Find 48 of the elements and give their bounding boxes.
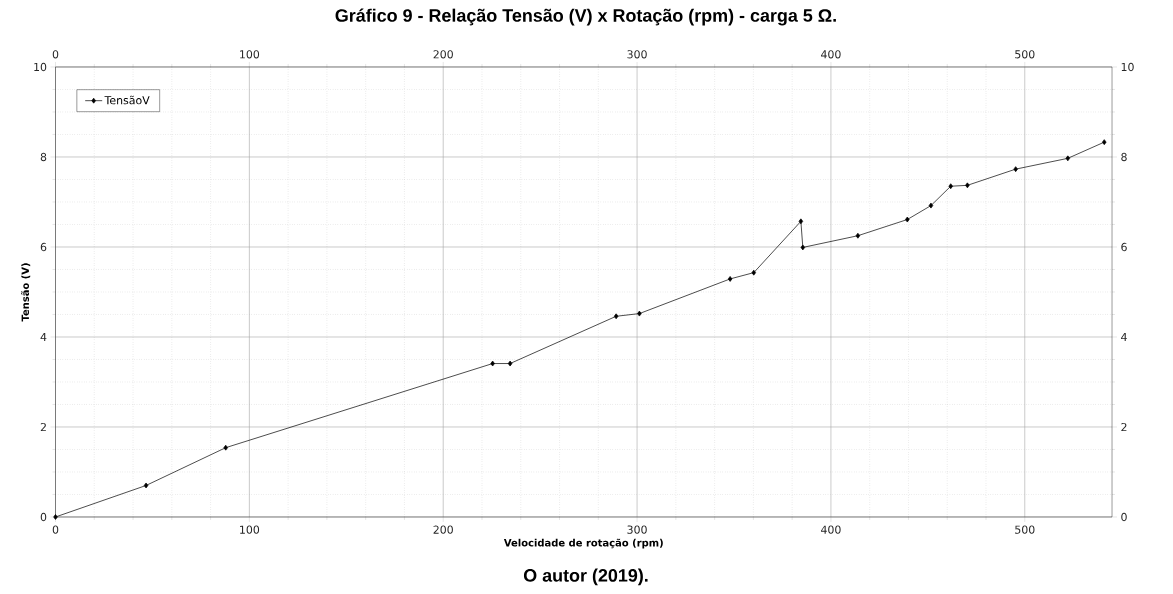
point (905, 216, 910, 223)
x2-tick-label: 500 (1015, 525, 1035, 534)
y-tick-label: 2 (40, 422, 46, 432)
y2-tick-label: 2 (1121, 422, 1127, 432)
point (1065, 155, 1071, 162)
y2-tick-label: 4 (1121, 332, 1127, 341)
point (965, 182, 970, 189)
point (948, 183, 953, 190)
point (223, 444, 228, 451)
x-tick-label: 0 (52, 50, 59, 59)
x2-tick-label: 0 (52, 525, 59, 534)
x2-tick-label: 400 (821, 525, 841, 534)
text: O autor (2019). (523, 568, 648, 586)
x2-tick-label: 200 (433, 525, 453, 534)
y2-tick-label: 0 (1121, 512, 1127, 522)
legend-label: TensãoV (104, 95, 150, 105)
point (143, 482, 149, 489)
point (637, 310, 642, 317)
y-tick-label: 8 (40, 152, 47, 162)
point (1102, 139, 1107, 145)
point (1013, 166, 1018, 172)
point (507, 360, 513, 367)
y-tick-label: 10 (34, 62, 47, 72)
x-tick-label: 400 (821, 50, 841, 59)
point (727, 276, 733, 282)
y-tick-label: 6 (40, 242, 47, 252)
point (613, 313, 619, 320)
y-axis-title: Tensão (V) (21, 263, 31, 322)
point (928, 202, 934, 209)
x-tick-label: 500 (1015, 50, 1035, 59)
y2-tick-label: 10 (1121, 62, 1134, 72)
y2-tick-label: 8 (1121, 152, 1127, 162)
x-tick-label: 100 (240, 50, 260, 59)
point (53, 514, 58, 520)
chart-title: Gráfico 9 - Relação Tensão (V) x Rotação (rpm) - carga 5 Ω. (335, 8, 836, 26)
y-tick-label: 0 (40, 512, 47, 522)
point (798, 218, 804, 225)
x-axis-title: Velocidade de rotação (rpm) (503, 538, 663, 549)
x2-tick-label: 100 (240, 525, 260, 534)
y2-tick-label: 6 (1121, 242, 1127, 252)
y-tick-label: 4 (40, 332, 47, 341)
point (855, 232, 861, 239)
x-tick-label: 300 (627, 50, 647, 59)
x-tick-label: 200 (433, 50, 453, 59)
x2-tick-label: 300 (627, 525, 647, 534)
point (751, 269, 756, 276)
point (800, 244, 806, 251)
point (490, 360, 495, 367)
